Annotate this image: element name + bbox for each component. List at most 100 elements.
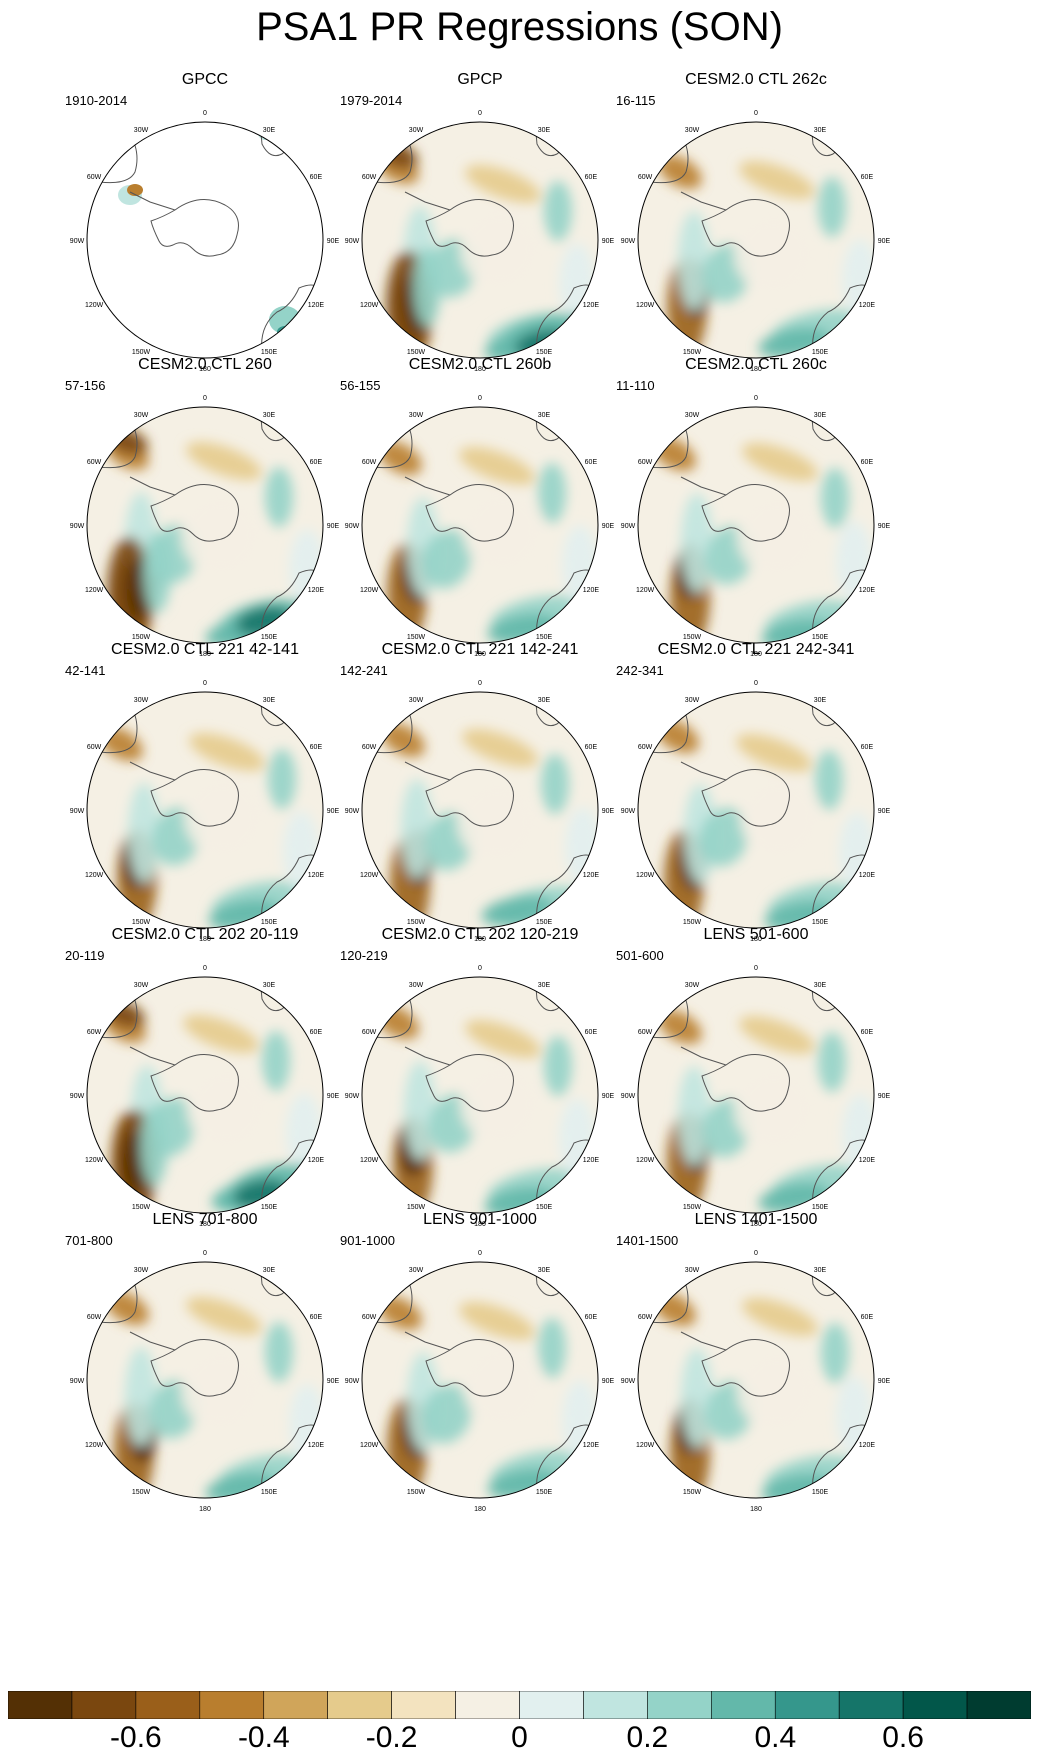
longitude-label: 30W bbox=[685, 412, 700, 419]
precip-anomaly-patch bbox=[699, 807, 749, 867]
colorbar-swatch bbox=[327, 1691, 392, 1719]
precip-anomaly-patch bbox=[538, 1318, 566, 1378]
longitude-label: 150E bbox=[261, 634, 278, 641]
precip-anomaly-patch bbox=[658, 1009, 702, 1045]
map-border bbox=[361, 406, 599, 644]
precip-anomaly-patch bbox=[678, 1066, 710, 1166]
longitude-label: 30E bbox=[538, 1267, 551, 1274]
panel-year-range: 501-600 bbox=[616, 948, 664, 963]
longitude-label: 120W bbox=[636, 1442, 655, 1449]
antarctica-coastline bbox=[701, 1339, 790, 1397]
colorbar-swatch bbox=[647, 1691, 712, 1719]
antarctica-coastline bbox=[425, 1054, 514, 1112]
colorbar-tick-label: -0.2 bbox=[365, 1721, 418, 1754]
precip-anomaly-patch bbox=[289, 529, 323, 609]
precip-anomaly-patch bbox=[459, 447, 535, 485]
longitude-label: 150E bbox=[812, 919, 829, 926]
colorbar-swatch bbox=[8, 1691, 73, 1719]
colorbar-swatch bbox=[71, 1691, 137, 1719]
longitude-label: 30E bbox=[263, 1267, 276, 1274]
longitude-label: 150W bbox=[132, 1204, 151, 1211]
longitude-label: 120E bbox=[859, 1157, 876, 1164]
longitude-label: 60W bbox=[87, 174, 102, 181]
panel-year-range: 1401-1500 bbox=[616, 1233, 679, 1248]
longitude-label: 90E bbox=[878, 523, 891, 530]
antarctic-peninsula-coastline bbox=[680, 476, 727, 496]
polar-map: 0 30E 60E 90E 120E 150E 180 150W 120W 90W 60W 30W bbox=[70, 395, 340, 658]
longitude-label: 120E bbox=[583, 872, 600, 879]
panel-title: LENS 901-1000 bbox=[423, 1211, 537, 1228]
precip-anomaly-patch bbox=[187, 1068, 267, 1148]
precip-anomaly-patch bbox=[457, 782, 537, 862]
antarctica-coastline bbox=[150, 1339, 239, 1397]
antarctica-coastline bbox=[150, 199, 239, 257]
australia-coastline bbox=[536, 1139, 595, 1213]
longitude-label: 60E bbox=[310, 1314, 323, 1321]
precip-anomaly-patch bbox=[465, 1020, 541, 1058]
longitude-label: 150W bbox=[407, 1489, 426, 1496]
longitude-label: 0 bbox=[754, 110, 758, 117]
map-panel: GPCC 1910-2014 0 30E 60E 90E 120E 150E 180 150W 12… bbox=[55, 70, 355, 390]
map-border bbox=[637, 406, 875, 644]
antarctic-peninsula-coastline bbox=[129, 1331, 176, 1351]
longitude-label: 30E bbox=[814, 127, 827, 134]
colorbar bbox=[8, 1691, 1031, 1719]
longitude-label: 120E bbox=[859, 872, 876, 879]
longitude-label: 30E bbox=[538, 982, 551, 989]
longitude-label: 60E bbox=[585, 744, 598, 751]
longitude-label: 30W bbox=[134, 697, 149, 704]
longitude-label: 180 bbox=[199, 1221, 211, 1228]
longitude-label: 120W bbox=[85, 302, 104, 309]
longitude-label: 90E bbox=[878, 238, 891, 245]
longitude-label: 60W bbox=[638, 174, 653, 181]
precip-anomaly-patch bbox=[544, 181, 572, 241]
longitude-label: 30W bbox=[685, 697, 700, 704]
longitude-label: 90E bbox=[327, 523, 340, 530]
longitude-label: 60W bbox=[638, 1314, 653, 1321]
colorbar-swatch bbox=[711, 1691, 776, 1719]
longitude-label: 60W bbox=[87, 744, 102, 751]
precip-anomaly-patch bbox=[541, 754, 569, 814]
longitude-label: 150W bbox=[132, 919, 151, 926]
longitude-label: 0 bbox=[203, 1250, 207, 1257]
precip-anomaly-patch bbox=[181, 495, 261, 575]
longitude-label: 120W bbox=[85, 587, 104, 594]
longitude-label: 30W bbox=[134, 127, 149, 134]
longitude-label: 150E bbox=[812, 1489, 829, 1496]
precip-anomaly-patch bbox=[658, 154, 702, 190]
panel-title: CESM2.0 CTL 221 142-241 bbox=[381, 641, 579, 658]
polar-map: 0 30E 60E 90E 120E 150E 180 150W 120W 90W 60W 30W bbox=[70, 1250, 340, 1513]
precip-anomaly-patch bbox=[737, 1351, 817, 1431]
longitude-label: 90E bbox=[602, 808, 615, 815]
longitude-label: 90E bbox=[327, 1093, 340, 1100]
longitude-label: 120E bbox=[583, 587, 600, 594]
polar-map: 0 30E 60E 90E 120E 150E 180 150W 120W 90W 60W 30W bbox=[621, 1250, 891, 1513]
antarctica-coastline bbox=[150, 484, 239, 542]
longitude-label: 90E bbox=[878, 1093, 891, 1100]
longitude-label: 120W bbox=[360, 302, 379, 309]
panel-year-range: 142-241 bbox=[340, 663, 388, 678]
precip-anomaly-patch bbox=[818, 1032, 846, 1092]
polar-map: 0 30E 60E 90E 120E 150E 180 150W 120W 90W 60W 30W bbox=[345, 965, 615, 1228]
longitude-label: 150E bbox=[536, 1489, 553, 1496]
longitude-label: 90W bbox=[345, 808, 360, 815]
colorbar-swatch bbox=[455, 1691, 520, 1719]
antarctica-coastline bbox=[150, 1054, 239, 1112]
antarctic-peninsula-coastline bbox=[680, 761, 727, 781]
longitude-label: 30E bbox=[538, 697, 551, 704]
longitude-label: 180 bbox=[474, 366, 486, 373]
longitude-label: 30W bbox=[134, 1267, 149, 1274]
polar-map: 0 30E 60E 90E 120E 150E 180 150W 120W 90W 60W 30W bbox=[345, 395, 615, 658]
longitude-label: 120W bbox=[636, 1157, 655, 1164]
precip-anomaly-patch bbox=[739, 1016, 815, 1054]
polar-map: 0 30E 60E 90E 120E 150E 180 150W 120W 90W 60W 30W bbox=[621, 965, 891, 1228]
longitude-label: 30W bbox=[685, 982, 700, 989]
longitude-label: 0 bbox=[478, 110, 482, 117]
longitude-label: 120E bbox=[308, 587, 325, 594]
colorbar-tick-label: 0 bbox=[511, 1721, 528, 1754]
map-panel: CESM2.0 CTL 262c 16-115 0 30E 60E 90E 120E 150E… bbox=[606, 70, 906, 390]
longitude-label: 0 bbox=[754, 965, 758, 972]
longitude-label: 90E bbox=[602, 523, 615, 530]
longitude-label: 90W bbox=[70, 808, 85, 815]
antarctic-peninsula-coastline bbox=[129, 476, 176, 496]
